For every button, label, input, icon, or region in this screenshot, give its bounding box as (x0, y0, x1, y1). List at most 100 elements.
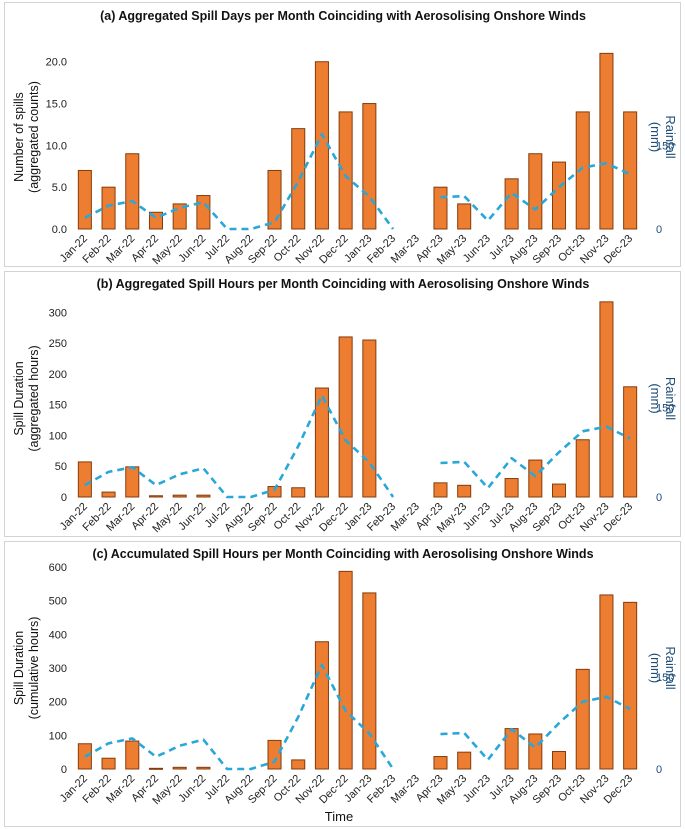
rainfall-line (84, 394, 395, 499)
y-axis-label: Number of spills(aggregated counts) (12, 81, 41, 193)
rainfall-line (84, 663, 395, 771)
bar-Jun-22 (196, 766, 211, 770)
rainfall-line (440, 161, 631, 222)
bar-Jan-22 (77, 461, 92, 498)
bar-Oct-22 (291, 759, 306, 770)
bar-Jan-23 (362, 103, 377, 230)
bar-Jul-23 (504, 728, 519, 770)
y2-axis-label: Rainfall(mm) (648, 646, 678, 689)
bar-Dec-22 (338, 570, 353, 770)
bar-Sep-23 (552, 483, 567, 498)
bar-Dec-23 (623, 601, 638, 770)
bar-Mar-22 (125, 466, 140, 498)
bar-Dec-23 (623, 111, 638, 230)
bar-Apr-22 (148, 495, 163, 498)
y-tick-label: 200 (49, 697, 67, 709)
y2-tick-label: 0 (656, 764, 662, 776)
bar-Jun-22 (196, 494, 211, 498)
y-tick-label: 600 (49, 562, 67, 574)
y-axis-label: Spill Duration(aggregated hours) (12, 345, 41, 451)
y-tick-label: 5.0 (52, 182, 67, 194)
bar-Dec-22 (338, 111, 353, 230)
bar-Oct-23 (575, 111, 590, 230)
chart-c: (c) Accumulated Spill Hours per Month Co… (12, 547, 678, 824)
y-tick-label: 300 (49, 663, 67, 675)
y-tick-label: 200 (49, 369, 67, 381)
chart-b: (b) Aggregated Spill Hours per Month Coi… (12, 277, 678, 535)
y-tick-label: 500 (49, 596, 67, 608)
chart-panel-c: (c) Accumulated Spill Hours per Month Co… (4, 541, 681, 827)
bar-Jan-23 (362, 592, 377, 770)
chart-title: (a) Aggregated Spill Days per Month Coin… (100, 9, 586, 23)
bar-Oct-22 (291, 128, 306, 230)
bar-Nov-23 (599, 52, 614, 230)
y-tick-label: 150 (49, 400, 67, 412)
bar-May-23 (457, 751, 472, 770)
bar-Aug-23 (528, 459, 543, 498)
bar-May-23 (457, 484, 472, 498)
bar-Nov-23 (599, 594, 614, 770)
bar-Jul-23 (504, 178, 519, 230)
y2-tick-label: 150 (656, 140, 674, 152)
bar-Oct-22 (291, 487, 306, 498)
bar-Sep-23 (552, 750, 567, 770)
chart-a: (a) Aggregated Spill Days per Month Coin… (12, 9, 678, 266)
bar-Jun-22 (196, 195, 211, 230)
bar-Nov-23 (599, 301, 614, 498)
y-tick-label: 400 (49, 629, 67, 641)
bar-Apr-23 (433, 482, 448, 498)
y2-tick-label: 150 (656, 402, 674, 414)
bar-Apr-23 (433, 756, 448, 770)
bar-Aug-23 (528, 153, 543, 230)
bar-Sep-22 (267, 169, 282, 230)
y-tick-label: 100 (49, 430, 67, 442)
bar-Oct-23 (575, 439, 590, 498)
bar-Dec-23 (623, 386, 638, 498)
rainfall-line (440, 695, 631, 762)
bar-Oct-23 (575, 668, 590, 770)
bar-Feb-22 (101, 491, 116, 498)
bar-Jan-22 (77, 169, 92, 230)
y-tick-label: 20.0 (46, 57, 67, 69)
y2-tick-label: 0 (656, 224, 662, 236)
chart-title: (b) Aggregated Spill Hours per Month Coi… (97, 277, 590, 291)
y2-axis-label: Rainfall(mm) (648, 377, 678, 420)
y-tick-label: 10.0 (46, 140, 67, 152)
bar-Mar-22 (125, 740, 140, 770)
bar-Apr-22 (148, 767, 163, 770)
bar-Jul-23 (504, 478, 519, 498)
y-tick-label: 50 (55, 461, 67, 473)
bar-Dec-22 (338, 336, 353, 498)
bar-Sep-22 (267, 739, 282, 770)
chart-panel-b: (b) Aggregated Spill Hours per Month Coi… (4, 271, 681, 537)
bar-Sep-23 (552, 161, 567, 230)
x-axis-title: Time (325, 809, 353, 824)
bar-Nov-22 (314, 641, 329, 770)
y-tick-label: 100 (49, 730, 67, 742)
y-tick-label: 300 (49, 307, 67, 319)
bar-Aug-23 (528, 733, 543, 770)
y-tick-label: 15.0 (46, 99, 67, 111)
bar-Apr-23 (433, 186, 448, 230)
bar-May-22 (172, 766, 187, 770)
y-tick-label: 0.0 (52, 224, 67, 236)
chart-panel-a: (a) Aggregated Spill Days per Month Coin… (4, 2, 681, 267)
bar-Feb-22 (101, 757, 116, 770)
y2-tick-label: 150 (656, 672, 674, 684)
rainfall-line (84, 132, 395, 231)
y-tick-label: 250 (49, 338, 67, 350)
bar-Nov-22 (314, 387, 329, 498)
y2-axis-label: Rainfall(mm) (648, 115, 678, 158)
bar-May-22 (172, 494, 187, 498)
bar-Feb-22 (101, 186, 116, 230)
bar-Mar-22 (125, 153, 140, 230)
bar-May-23 (457, 203, 472, 230)
bar-Jan-23 (362, 339, 377, 498)
y-tick-label: 0 (61, 764, 67, 776)
y2-tick-label: 0 (656, 492, 662, 504)
chart-title: (c) Accumulated Spill Hours per Month Co… (92, 547, 593, 561)
rainfall-line (440, 425, 631, 490)
y-tick-label: 0 (61, 492, 67, 504)
y-axis-label: Spill Duration(cumulative hours) (12, 617, 41, 720)
